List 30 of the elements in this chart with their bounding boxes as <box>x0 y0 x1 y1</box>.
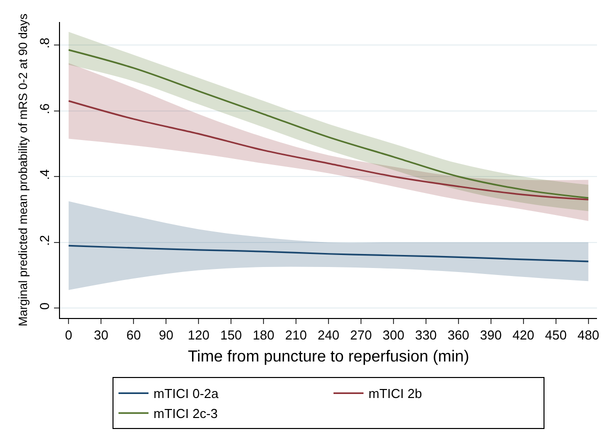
x-tick-label: 0 <box>65 328 72 343</box>
line-series <box>68 49 590 199</box>
x-tick-label: 360 <box>448 328 470 343</box>
y-tick-label: .8 <box>36 38 52 48</box>
legend-label: mTICI 2b <box>368 386 422 402</box>
y-tick-label: .2 <box>36 234 52 246</box>
y-tick-label: .4 <box>36 169 52 180</box>
line-series <box>68 244 590 262</box>
x-tick-label: 180 <box>252 328 274 343</box>
x-tick-label: 30 <box>94 328 108 343</box>
x-tick-label: 150 <box>220 328 242 343</box>
x-tick-label: 450 <box>545 328 567 343</box>
x-tick-label: 480 <box>577 328 600 343</box>
y-tick-label: 0 <box>36 302 52 310</box>
legend-label: mTICI 2c-3 <box>154 406 218 422</box>
x-tick-label: 240 <box>318 328 340 343</box>
x-tick-label: 390 <box>480 328 502 343</box>
x-tick-label: 90 <box>158 328 174 343</box>
x-tick-label: 300 <box>382 328 404 343</box>
y-axis-title: Marginal predicted mean probability of mRS 0-2 at 90 days <box>16 14 30 326</box>
x-tick-label: 120 <box>188 328 210 343</box>
line-series <box>68 100 590 200</box>
legend-label: mTICI 0-2a <box>154 386 220 402</box>
x-tick-label: 330 <box>415 328 437 343</box>
y-tick-label: .6 <box>36 103 52 114</box>
x-tick-label: 420 <box>512 328 534 343</box>
x-tick-label: 60 <box>126 328 141 343</box>
x-tick-label: 210 <box>285 328 307 343</box>
x-tick-label: 270 <box>350 328 372 343</box>
x-axis-title: Time from puncture to reperfusion (min) <box>188 348 470 366</box>
